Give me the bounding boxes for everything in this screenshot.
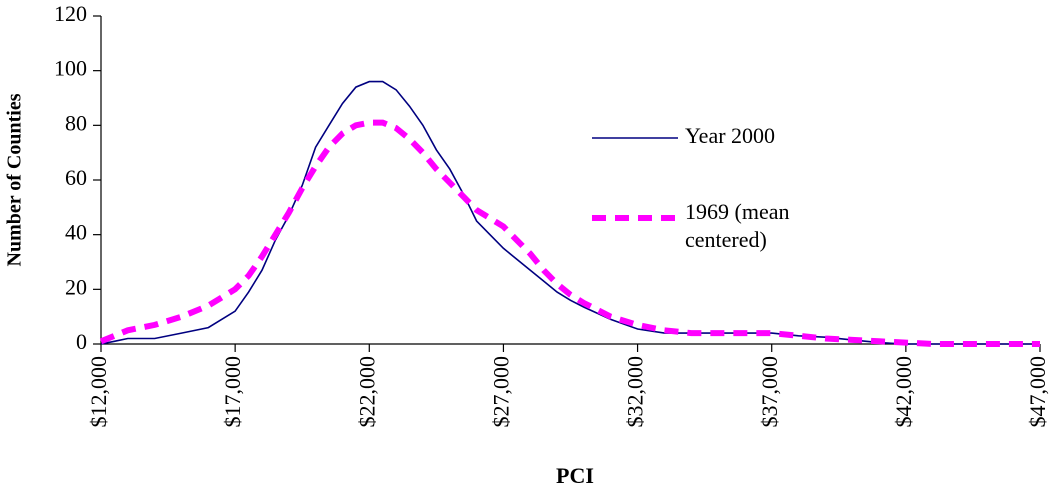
legend-label: Year 2000 — [685, 123, 775, 148]
data-line — [100, 80, 1040, 345]
x-tick-label: $42,000 — [891, 356, 916, 428]
x-tick-label: $27,000 — [488, 356, 513, 428]
data-line — [99, 119, 1040, 347]
y-tick-label: 40 — [65, 220, 87, 245]
x-tick-label: $12,000 — [86, 356, 111, 428]
legend-label: 1969 (mean centered) — [685, 199, 789, 252]
x-tick-label: $17,000 — [220, 356, 245, 428]
y-tick-label: 100 — [54, 56, 87, 81]
y-tick-label: 60 — [65, 165, 87, 190]
x-tick-label: $37,000 — [757, 356, 782, 428]
y-tick-label: 80 — [65, 110, 87, 135]
x-tick-label: $32,000 — [623, 356, 648, 428]
y-tick-label: 20 — [65, 274, 87, 299]
y-tick-label: 120 — [54, 1, 87, 26]
y-tick-label: 0 — [76, 329, 87, 354]
y-axis-label: Number of Counties — [4, 93, 26, 266]
x-axis-label: PCI — [556, 463, 594, 488]
x-tick-label: $22,000 — [354, 356, 379, 428]
x-tick-label: $47,000 — [1025, 356, 1050, 428]
